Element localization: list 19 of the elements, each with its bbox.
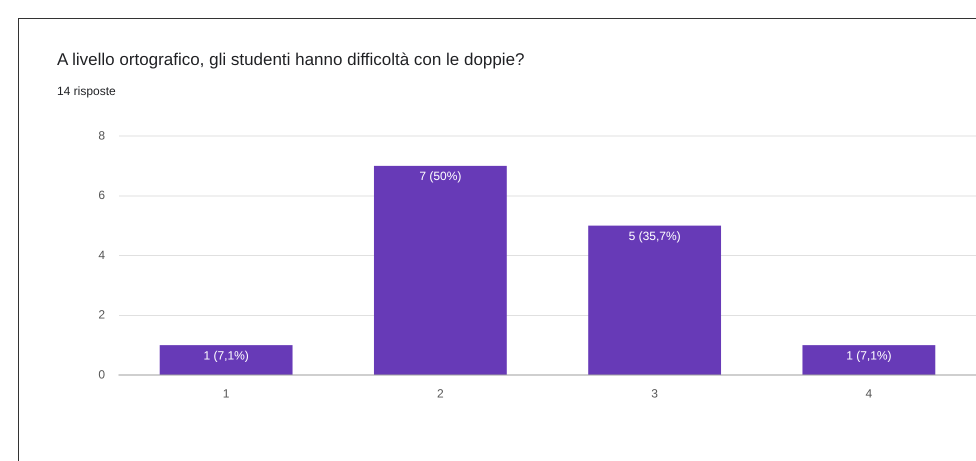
bar (160, 345, 293, 374)
bar (588, 226, 722, 374)
y-tick-label: 2 (98, 308, 106, 322)
chart-subtitle: 14 risposte (57, 84, 116, 98)
data-label: 5 (35,7%) (628, 228, 681, 243)
x-tick-label: 2 (437, 386, 444, 401)
data-label: 1 (7,1%) (203, 348, 249, 362)
y-tick-label: 0 (98, 367, 106, 382)
x-tick-label: 3 (651, 386, 658, 401)
data-label: 7 (50%) (419, 169, 462, 184)
y-tick-label: 6 (98, 188, 106, 202)
y-tick-label: 8 (98, 128, 106, 142)
x-tick-label: 1 (222, 386, 230, 401)
chart-title: A livello ortografico, gli studenti hanno difficoltà con le doppie? (57, 50, 524, 70)
bar (802, 345, 936, 374)
bar (374, 166, 507, 374)
y-tick-label: 4 (98, 248, 106, 262)
data-label: 1 (7,1%) (846, 348, 892, 362)
x-tick-label: 4 (866, 386, 873, 401)
